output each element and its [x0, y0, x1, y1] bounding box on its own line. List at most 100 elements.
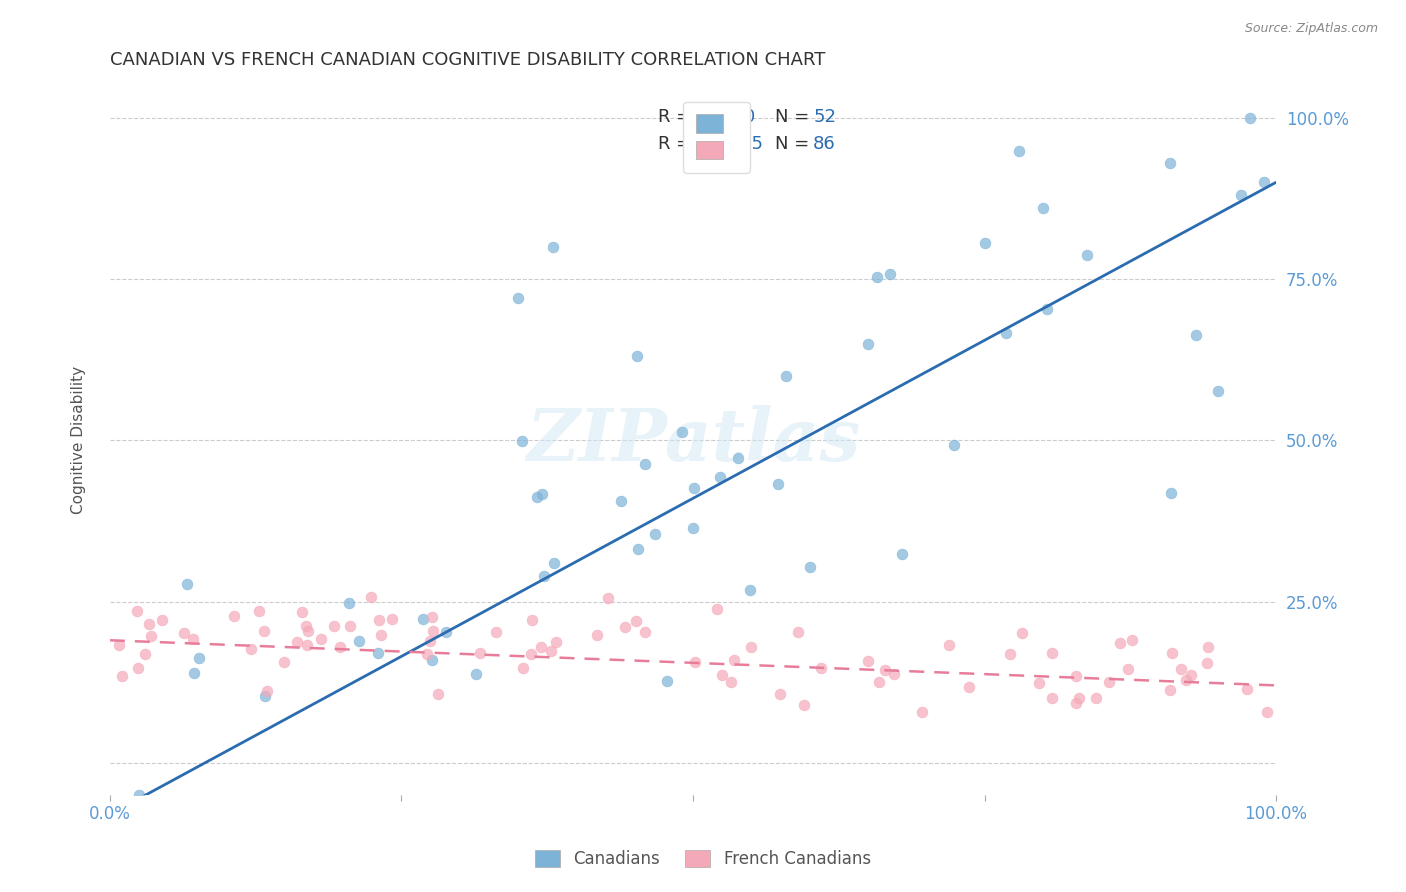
- Point: [634, 457, 657, 471]
- Point: [420, 652, 443, 666]
- Point: [1236, 681, 1258, 696]
- Point: [1230, 188, 1253, 202]
- Text: ZIPatlas: ZIPatlas: [526, 405, 860, 475]
- Point: [173, 625, 195, 640]
- Point: [740, 640, 762, 654]
- Point: [247, 604, 270, 618]
- Point: [1064, 696, 1087, 710]
- Point: [1011, 626, 1033, 640]
- Point: [626, 349, 648, 363]
- Point: [367, 613, 389, 627]
- Point: [533, 569, 555, 583]
- Point: [519, 647, 541, 661]
- Point: [1040, 646, 1063, 660]
- Point: [295, 619, 318, 633]
- Point: [339, 618, 361, 632]
- Point: [291, 605, 314, 619]
- Point: [634, 624, 657, 639]
- Point: [856, 654, 879, 668]
- Point: [710, 667, 733, 681]
- Point: [127, 661, 149, 675]
- Point: [1159, 156, 1181, 170]
- Point: [793, 698, 815, 712]
- Point: [683, 655, 706, 669]
- Point: [1067, 690, 1090, 705]
- Point: [1180, 668, 1202, 682]
- Text: 0.720: 0.720: [704, 109, 756, 127]
- Point: [875, 664, 897, 678]
- Point: [337, 596, 360, 610]
- Point: [530, 487, 553, 501]
- Point: [706, 602, 728, 616]
- Point: [134, 647, 156, 661]
- Point: [224, 609, 246, 624]
- Point: [530, 640, 553, 654]
- Point: [1161, 646, 1184, 660]
- Point: [613, 619, 636, 633]
- Point: [766, 476, 789, 491]
- Point: [1174, 673, 1197, 687]
- Point: [624, 615, 647, 629]
- Point: [1116, 662, 1139, 676]
- Point: [544, 635, 567, 649]
- Point: [285, 635, 308, 649]
- Point: [239, 642, 262, 657]
- Point: [1197, 640, 1219, 654]
- Point: [526, 490, 548, 504]
- Point: [311, 632, 333, 646]
- Point: [610, 494, 633, 508]
- Point: [541, 240, 564, 254]
- Text: N =: N =: [775, 135, 814, 153]
- Point: [465, 667, 488, 681]
- Text: R =: R =: [658, 135, 697, 153]
- Text: -0.235: -0.235: [704, 135, 762, 153]
- Point: [506, 292, 529, 306]
- Point: [138, 617, 160, 632]
- Point: [1084, 690, 1107, 705]
- Point: [381, 612, 404, 626]
- Point: [420, 610, 443, 624]
- Text: 86: 86: [813, 135, 835, 153]
- Y-axis label: Cognitive Disability: Cognitive Disability: [72, 367, 86, 515]
- Point: [683, 481, 706, 495]
- Point: [709, 470, 731, 484]
- Point: [1109, 636, 1132, 650]
- Point: [1253, 175, 1275, 189]
- Point: [323, 619, 346, 633]
- Point: [1121, 632, 1143, 647]
- Point: [520, 613, 543, 627]
- Point: [671, 425, 693, 439]
- Point: [723, 653, 745, 667]
- Point: [187, 651, 209, 665]
- Point: [1170, 662, 1192, 676]
- Point: [367, 646, 389, 660]
- Point: [370, 628, 392, 642]
- Point: [468, 647, 491, 661]
- Point: [911, 705, 934, 719]
- Point: [1064, 669, 1087, 683]
- Point: [596, 591, 619, 605]
- Point: [141, 629, 163, 643]
- Point: [1195, 656, 1218, 670]
- Text: N =: N =: [775, 109, 814, 127]
- Point: [998, 647, 1021, 661]
- Point: [419, 634, 441, 648]
- Point: [1008, 144, 1031, 158]
- Point: [128, 788, 150, 802]
- Text: R =: R =: [658, 109, 697, 127]
- Point: [108, 638, 131, 652]
- Point: [1076, 248, 1098, 262]
- Point: [856, 336, 879, 351]
- Point: [787, 624, 810, 639]
- Point: [415, 648, 437, 662]
- Point: [256, 684, 278, 698]
- Point: [540, 644, 562, 658]
- Point: [150, 614, 173, 628]
- Point: [181, 632, 204, 647]
- Point: [1032, 201, 1054, 215]
- Point: [799, 560, 821, 574]
- Point: [254, 689, 277, 703]
- Point: [769, 687, 792, 701]
- Point: [1028, 676, 1050, 690]
- Point: [512, 661, 534, 675]
